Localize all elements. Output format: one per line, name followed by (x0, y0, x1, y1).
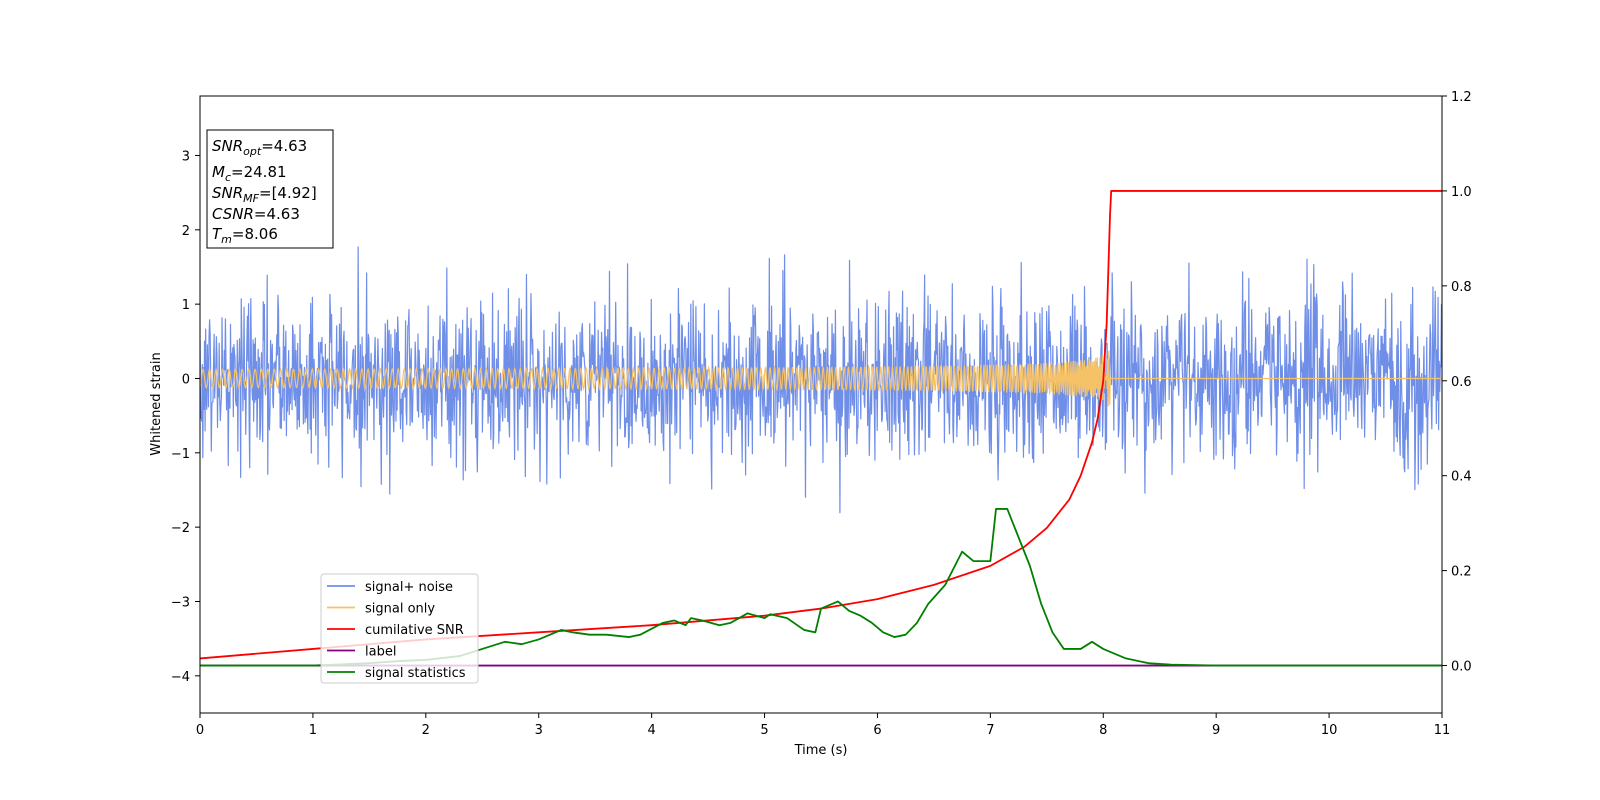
x-tick-label: 1 (309, 723, 317, 738)
x-tick-label: 9 (1212, 723, 1220, 738)
series-signal-noise (200, 246, 1442, 514)
annotation-symbol: M (212, 163, 225, 181)
annotation-subscript: MF (243, 192, 259, 205)
legend-frame (320, 573, 479, 684)
series-signal-only (200, 350, 1442, 407)
x-axis: 0 1 2 3 4 5 6 7 8 9 10 11 (196, 713, 1450, 738)
x-tick-label: 4 (647, 723, 655, 738)
y-tick-right-label: 1.0 (1451, 185, 1472, 200)
y-tick-left-label: −3 (171, 595, 190, 610)
y-tick-left-label: 2 (182, 224, 190, 239)
series-signal-statistics (200, 508, 1442, 667)
x-tick-label: 3 (535, 723, 543, 738)
annotation-value: =[4.92] (259, 184, 317, 202)
x-tick-label: 11 (1434, 723, 1451, 738)
annotation-value: =8.06 (232, 225, 278, 243)
x-tick-label: 8 (1099, 723, 1107, 738)
legend: signal+ noise signal only cumilative SNR la… (320, 573, 479, 684)
annotation-line: SNRopt=4.63 (212, 137, 307, 158)
annotation-box: SNRopt=4.63Mc=24.81SNRMF=[4.92]CSNR=4.63… (206, 129, 334, 249)
annotation-symbol: SNR (212, 137, 243, 155)
annotation-symbol: SNR (212, 184, 243, 202)
y-tick-right-label: 0.0 (1451, 660, 1472, 675)
legend-label: label (365, 645, 396, 660)
annotation-value: =24.81 (231, 163, 287, 181)
annotation-subscript: opt (243, 145, 262, 158)
y-tick-right-label: 0.8 (1451, 280, 1472, 295)
y-tick-right-label: 1.2 (1451, 90, 1472, 105)
y-tick-left-label: 3 (182, 149, 190, 164)
annotation-frame (206, 129, 334, 249)
legend-label: signal only (365, 602, 435, 617)
x-tick-label: 2 (422, 723, 430, 738)
y-tick-right-label: 0.6 (1451, 375, 1472, 390)
legend-label: cumilative SNR (365, 623, 464, 638)
y-tick-left-label: 0 (182, 372, 190, 387)
annotation-line: SNRMF=[4.92] (212, 184, 317, 205)
annotation-symbol: T (212, 225, 223, 243)
y-axis-label: Whitened strain (149, 352, 164, 455)
y-tick-left-label: −2 (171, 521, 190, 536)
series-cumulative-snr (200, 190, 1442, 660)
y-axis-right: 0.0 0.2 0.4 0.6 0.8 1.0 1.2 (1442, 90, 1472, 675)
annotation-value: =4.63 (261, 137, 307, 155)
annotation-line: Mc=24.81 (212, 163, 287, 184)
y-tick-left-label: −1 (171, 447, 190, 462)
x-tick-label: 5 (760, 723, 768, 738)
x-tick-label: 0 (196, 723, 204, 738)
annotation-subscript: c (225, 171, 231, 184)
y-axis-left: −4 −3 −2 −1 0 1 2 3 (171, 149, 200, 685)
x-axis-label: Time (s) (794, 743, 848, 758)
x-tick-label: 7 (986, 723, 994, 738)
annotation-value: =4.63 (254, 205, 300, 223)
y-tick-right-label: 0.2 (1451, 565, 1472, 580)
annotation-line: CSNR=4.63 (212, 205, 300, 223)
legend-label: signal+ noise (365, 580, 453, 595)
plot-frame (199, 95, 1443, 714)
x-tick-label: 10 (1321, 723, 1338, 738)
x-tick-label: 6 (873, 723, 881, 738)
annotation-symbol: CSNR (212, 205, 254, 223)
annotation-subscript: m (221, 233, 232, 246)
y-tick-left-label: 1 (182, 298, 190, 313)
y-tick-left-label: −4 (171, 670, 190, 685)
y-tick-right-label: 0.4 (1451, 470, 1472, 485)
annotation-line: Tm=8.06 (212, 225, 278, 246)
legend-label: signal statistics (365, 666, 466, 681)
